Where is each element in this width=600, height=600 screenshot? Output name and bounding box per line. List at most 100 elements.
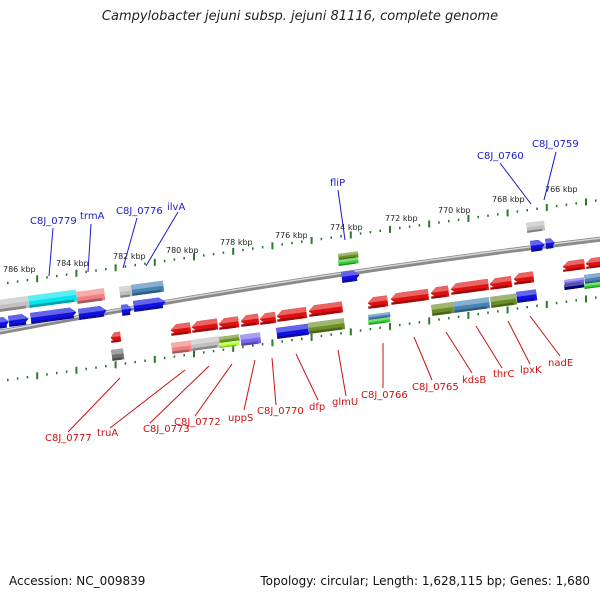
gene-label: C8J_0766 [361, 390, 408, 401]
gene-red [367, 295, 389, 309]
gene-olive [490, 293, 518, 308]
tick-layer: 786 kbp 784 kbp 782 kbp 780 kbp 778 kbp 776 k… [3, 185, 597, 382]
gene-olive [338, 251, 359, 260]
gene-dark-grey [111, 348, 125, 361]
gene-red [110, 331, 122, 343]
gene-red [308, 301, 344, 317]
gene-label: fliP [330, 178, 345, 189]
gene-blue [276, 323, 310, 339]
gene-red [450, 278, 490, 295]
gene-label: trmA [80, 211, 105, 222]
gene-label: glmU [332, 397, 358, 408]
gene-green [368, 317, 391, 325]
label-layer: C8J_0779 trmA C8J_0776 ilvA fliP C8J_0760 C8J_… [30, 139, 579, 444]
gene-red [259, 311, 277, 325]
gene-grey [0, 295, 30, 312]
gene-navy [564, 282, 585, 290]
gene-red [218, 316, 240, 330]
gene-steel [131, 280, 165, 296]
scale-label: 776 kbp [275, 231, 308, 240]
leader-line [271, 357, 277, 406]
leader-line [149, 365, 210, 424]
gene-label: C8J_0760 [477, 151, 524, 162]
gene-label: C8J_0770 [257, 406, 304, 417]
gene-label: lpxK [520, 365, 542, 376]
gene-label: thrC [493, 369, 514, 380]
scale-label: 784 kbp [56, 259, 89, 268]
gene-label: kdsB [462, 375, 486, 386]
gene-label: C8J_0777 [45, 433, 92, 444]
leader-line [48, 227, 54, 277]
gene-olive [431, 302, 455, 316]
leader-line [67, 377, 121, 433]
gene-label: C8J_0779 [30, 216, 77, 227]
gene-grey [526, 220, 546, 233]
gene-label: C8J_0776 [116, 206, 163, 217]
gene-green [338, 257, 359, 266]
leader-line [445, 331, 473, 374]
gene-label: truA [97, 428, 118, 439]
leader-line [413, 336, 433, 381]
gene-red [585, 256, 600, 269]
scale-label: 770 kbp [438, 206, 471, 215]
gene-label: C8J_0765 [412, 382, 459, 393]
leader-line [337, 189, 346, 241]
label-leaders [48, 151, 561, 433]
gene-blue [121, 304, 132, 316]
leader-line [499, 162, 532, 205]
gene-pink [76, 288, 106, 304]
gene-lime [219, 340, 240, 348]
gene-label: ilvA [167, 202, 185, 213]
gene-label: C8J_0759 [532, 139, 579, 150]
scale-label: 774 kbp [330, 223, 363, 232]
scale-label: 778 kbp [220, 238, 253, 247]
gene-blue [30, 307, 77, 324]
leader-line [337, 349, 347, 397]
leader-line [475, 325, 503, 369]
gene-grey [119, 285, 133, 298]
gene-red [191, 318, 219, 333]
leader-line [295, 353, 319, 401]
gene-grey [191, 336, 221, 351]
gene-blue [545, 238, 555, 249]
gene-blue [341, 270, 360, 283]
leader-line [543, 151, 557, 201]
gene-red [390, 288, 430, 305]
gene-blue [8, 314, 29, 327]
scale-label: 782 kbp [113, 252, 146, 261]
leader-line [109, 369, 186, 429]
gene-layer [0, 220, 600, 361]
gene-blue [78, 306, 107, 320]
gene-blue [530, 239, 545, 252]
gene-green [584, 281, 600, 289]
gene-red [240, 313, 260, 327]
gene-pink [171, 340, 193, 354]
gene-blue [516, 289, 538, 303]
gene-red [513, 271, 535, 285]
leader-line [122, 217, 138, 269]
gene-red [430, 285, 450, 299]
backbone-outer [0, 236, 600, 335]
gene-red [562, 259, 586, 272]
gene-red [170, 322, 192, 336]
gene-purple [564, 277, 585, 285]
gene-red [489, 276, 513, 290]
gene-cyan [28, 289, 78, 308]
scale-label: 766 kbp [545, 185, 578, 194]
leader-line [243, 359, 256, 411]
gene-purple [240, 332, 262, 346]
map-title: Campylobacter jejuni subsp. jejuni 81116… [101, 9, 499, 24]
scale-label: 772 kbp [385, 214, 418, 223]
leader-line [507, 320, 531, 365]
leader-line [529, 315, 561, 357]
gene-steel [368, 312, 391, 320]
gene-label: uppS [228, 413, 253, 424]
leader-line [87, 223, 92, 273]
gene-label: dfp [309, 402, 325, 413]
backbone-highlight [0, 237, 600, 332]
topology-text: Topology: circular; Length: 1,628,115 bp… [260, 574, 590, 588]
accession-text: Accession: NC_009839 [9, 574, 146, 588]
leader-line [145, 211, 179, 267]
gene-blue [0, 317, 9, 329]
